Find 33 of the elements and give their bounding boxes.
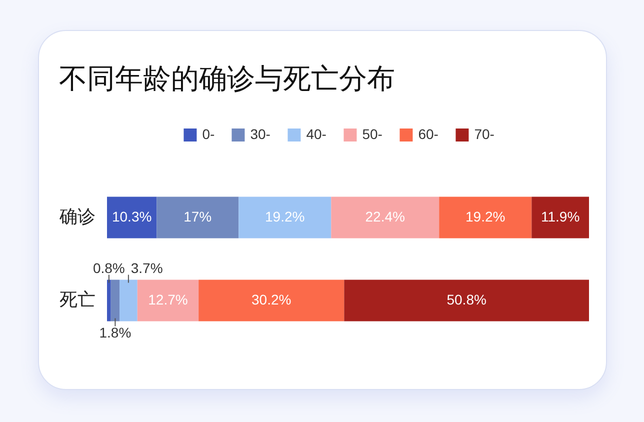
y-tick-label: 确诊 (58, 206, 96, 226)
bar (120, 280, 138, 322)
data-label: 11.9% (540, 208, 580, 224)
data-label: 50.8% (446, 292, 486, 308)
legend-label: 0- (202, 126, 215, 142)
bar (107, 196, 157, 238)
legend-label: 60- (418, 126, 439, 142)
data-label: 19.2% (265, 208, 305, 224)
bar (532, 196, 589, 238)
data-label: 22.4% (365, 208, 405, 224)
data-label: 12.7% (148, 292, 188, 308)
legend-label: 30- (250, 126, 271, 142)
data-label: 3.7% (130, 260, 163, 276)
legend-label: 70- (474, 126, 495, 142)
legend-label: 40- (306, 126, 327, 142)
bar (156, 196, 239, 238)
bar (344, 280, 589, 322)
bar (198, 280, 344, 322)
data-label: 17% (184, 208, 212, 224)
data-label: 0.8% (92, 260, 125, 276)
chart-title: 不同年龄的确诊与死亡分布 (59, 63, 395, 94)
bar (238, 196, 332, 238)
data-label: 19.2% (466, 208, 506, 224)
bar (439, 196, 532, 238)
legend-label: 50- (362, 126, 383, 142)
bar (331, 196, 440, 238)
bar (137, 280, 199, 322)
data-label: 10.3% (112, 208, 152, 224)
y-tick-label: 死亡 (60, 290, 96, 310)
bar (110, 280, 120, 322)
bar (107, 280, 111, 322)
data-label: 1.8% (99, 324, 132, 340)
data-label: 30.2% (252, 292, 292, 308)
